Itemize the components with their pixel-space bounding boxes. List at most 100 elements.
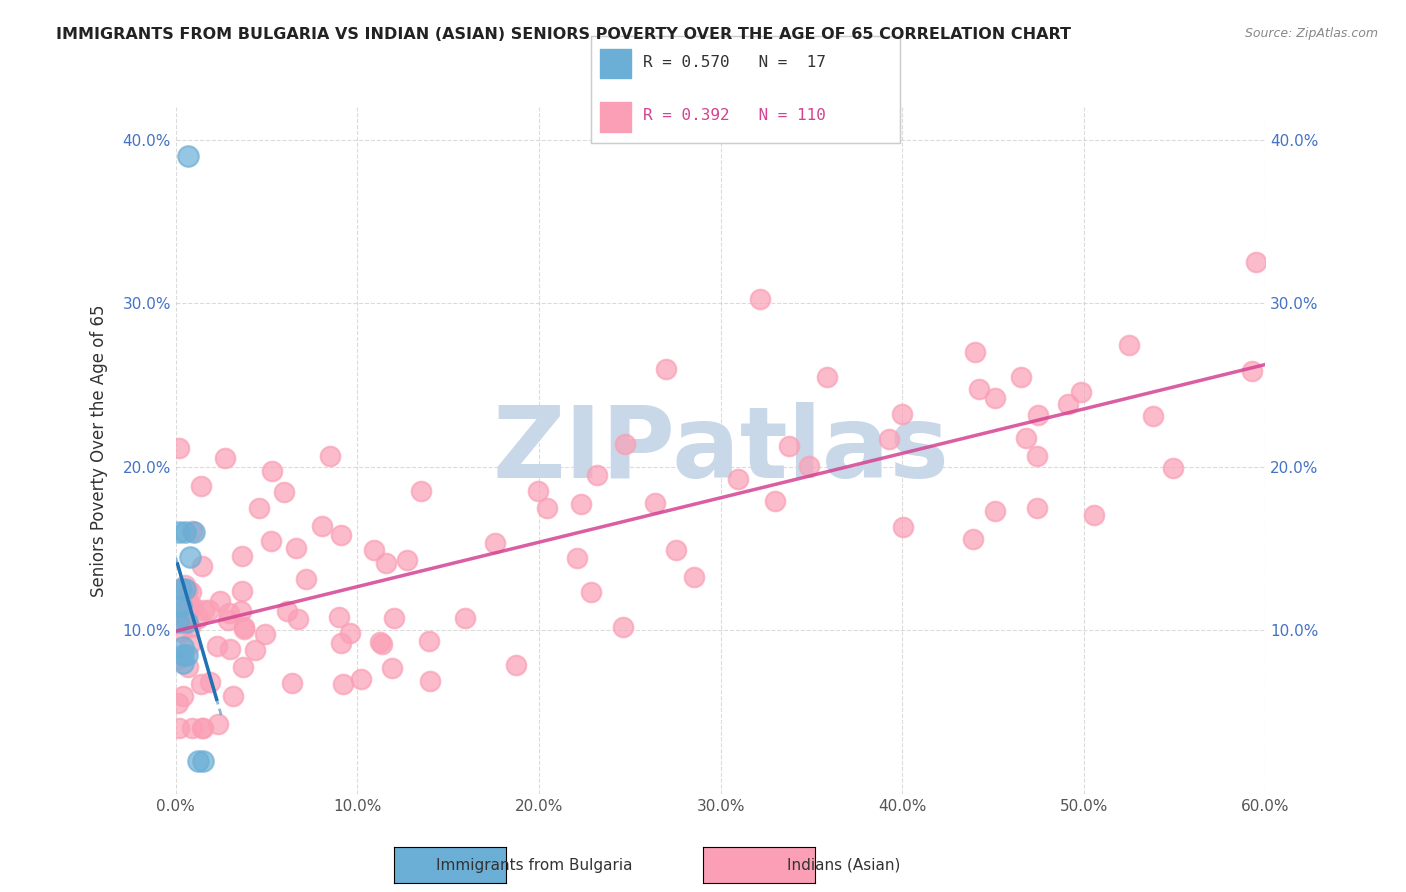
Point — [172, 605, 194, 619]
Point — [231, 549, 253, 563]
Point — [339, 625, 361, 640]
Point — [243, 642, 266, 657]
Point — [166, 615, 188, 630]
Point — [169, 525, 191, 540]
Point — [350, 672, 373, 686]
Point — [891, 407, 914, 421]
Text: Immigrants from Bulgaria: Immigrants from Bulgaria — [436, 858, 633, 872]
Point — [505, 658, 527, 673]
Point — [177, 149, 200, 163]
Text: R = 0.392   N = 110: R = 0.392 N = 110 — [643, 109, 825, 123]
Point — [191, 722, 214, 736]
Point — [173, 582, 195, 597]
Point — [1161, 461, 1184, 475]
Point — [177, 582, 200, 597]
Point — [172, 648, 194, 662]
Point — [1015, 431, 1038, 445]
Point — [190, 479, 212, 493]
Point — [396, 553, 419, 567]
Point — [276, 604, 298, 618]
Point — [166, 599, 188, 613]
Point — [384, 611, 406, 625]
Point — [329, 528, 352, 542]
Y-axis label: Seniors Poverty Over the Age of 65: Seniors Poverty Over the Age of 65 — [90, 304, 108, 597]
Bar — [600, 102, 631, 132]
Text: R = 0.570   N =  17: R = 0.570 N = 17 — [643, 55, 825, 70]
Point — [167, 722, 190, 736]
Point — [193, 603, 215, 617]
Point — [191, 722, 214, 736]
Point — [612, 620, 634, 634]
Point — [176, 615, 198, 630]
Point — [328, 610, 350, 624]
Point — [1246, 255, 1268, 269]
Point — [1026, 501, 1049, 516]
Point — [173, 525, 195, 540]
Point — [1026, 408, 1049, 422]
Point — [1070, 384, 1092, 399]
Point — [170, 599, 193, 613]
Point — [454, 611, 477, 625]
Point — [172, 689, 194, 703]
Point — [260, 534, 283, 549]
Point — [1142, 409, 1164, 423]
Text: Indians (Asian): Indians (Asian) — [787, 858, 900, 872]
Point — [180, 524, 202, 538]
Point — [962, 532, 984, 546]
Point — [172, 640, 194, 654]
Point — [284, 541, 307, 555]
Point — [409, 484, 432, 499]
Point — [877, 433, 900, 447]
Point — [418, 633, 440, 648]
Point — [613, 437, 636, 451]
Point — [176, 648, 198, 662]
Point — [763, 494, 786, 508]
Point — [169, 615, 191, 630]
Point — [177, 659, 200, 673]
Point — [179, 598, 201, 612]
Point — [166, 652, 188, 666]
Point — [262, 464, 284, 478]
Text: ZIPatlas: ZIPatlas — [492, 402, 949, 499]
Point — [273, 484, 295, 499]
Point — [1118, 338, 1140, 352]
Point — [186, 611, 208, 625]
Point — [179, 549, 201, 564]
Point — [205, 640, 228, 654]
Point — [231, 660, 253, 674]
Point — [778, 439, 800, 453]
Point — [419, 673, 441, 688]
Point — [179, 637, 201, 651]
Point — [644, 496, 666, 510]
Text: IMMIGRANTS FROM BULGARIA VS INDIAN (ASIAN) SENIORS POVERTY OVER THE AGE OF 65 CO: IMMIGRANTS FROM BULGARIA VS INDIAN (ASIA… — [56, 27, 1071, 42]
Point — [983, 391, 1005, 405]
Point — [167, 442, 190, 456]
Point — [1241, 364, 1264, 378]
Point — [167, 696, 190, 710]
Point — [222, 689, 245, 703]
Point — [287, 612, 309, 626]
Point — [198, 675, 221, 690]
Point — [217, 614, 239, 628]
Point — [526, 484, 548, 499]
Point — [1056, 397, 1078, 411]
Point — [181, 600, 204, 615]
Point — [181, 722, 204, 736]
Point — [319, 449, 342, 463]
Point — [191, 754, 214, 768]
Point — [727, 472, 749, 486]
Point — [368, 635, 391, 649]
Point — [176, 591, 198, 606]
Point — [174, 578, 197, 592]
Point — [254, 627, 277, 641]
Point — [198, 603, 221, 617]
Point — [208, 594, 231, 608]
Point — [665, 543, 688, 558]
Point — [311, 519, 333, 533]
Point — [893, 519, 915, 533]
Point — [748, 292, 770, 306]
Point — [281, 676, 304, 690]
Point — [229, 604, 252, 618]
Point — [332, 677, 354, 691]
Point — [1083, 508, 1105, 522]
